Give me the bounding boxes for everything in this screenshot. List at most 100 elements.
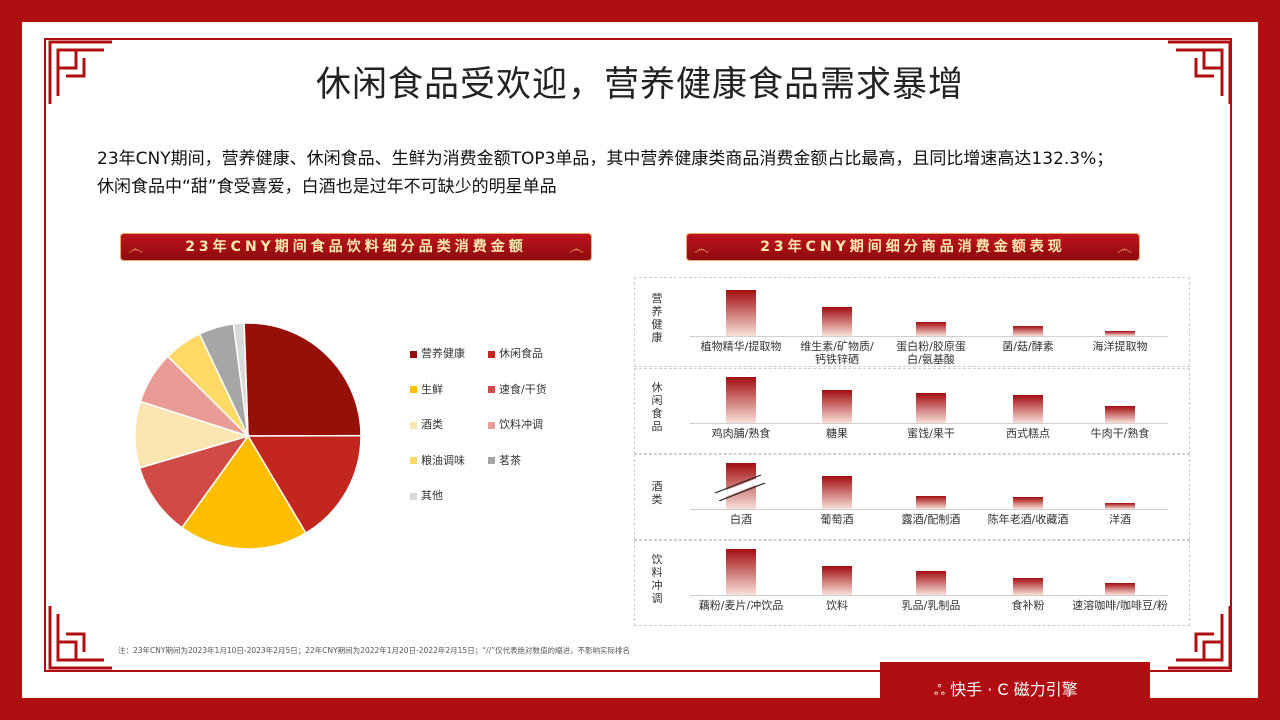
- panel-group-label: 营养健康: [651, 292, 663, 344]
- bar: [916, 392, 946, 423]
- bar-category-label: 食补粉: [1011, 599, 1045, 612]
- legend-swatch: [410, 457, 417, 464]
- panel-baseline: [690, 509, 1168, 510]
- kuaishou-logo-icon: ஃ: [934, 683, 945, 699]
- legend-label: 茗茶: [499, 453, 521, 467]
- bar: [822, 307, 852, 336]
- footnote: 注：23年CNY期间为2023年1月10日-2023年2月5日；22年CNY期间…: [118, 646, 631, 655]
- bar-category-label: 蜜饯/果干: [907, 427, 955, 440]
- swirl-ornament-icon: ෴: [694, 239, 710, 258]
- bar: [1105, 405, 1135, 423]
- legend-item: 生鲜: [410, 381, 443, 397]
- bar: [916, 496, 946, 509]
- bar: [726, 377, 756, 423]
- legend-item: 休闲食品: [488, 345, 543, 361]
- legend-swatch: [488, 386, 495, 393]
- corner-ornament-bottom-right: [1168, 606, 1232, 670]
- bar-category-label: 蛋白粉/胶原蛋白/氨基酸: [896, 340, 966, 366]
- bar: [1013, 325, 1043, 336]
- bar-category-label: 白酒: [730, 513, 752, 526]
- bar-category-label: 露酒/配制酒: [901, 513, 961, 526]
- bar: [822, 566, 852, 595]
- brand-kuaishou: 快手: [950, 680, 983, 699]
- legend-label: 其他: [421, 489, 443, 502]
- bar-category-label: 维生素/矿物质/钙铁锌硒: [800, 340, 874, 366]
- legend-label: 速食/干货: [499, 382, 547, 396]
- bar-category-label: 牛肉干/熟食: [1090, 427, 1150, 440]
- bar: [916, 571, 946, 595]
- bar: [822, 475, 852, 509]
- bar: [1105, 331, 1135, 336]
- corner-ornament-bottom-left: [48, 606, 112, 670]
- legend-swatch: [410, 421, 417, 429]
- bar-category-label: 乳品/乳制品: [901, 599, 961, 612]
- swirl-ornament-icon: ෴: [1116, 239, 1132, 258]
- pie-slice-4: [138, 434, 250, 529]
- pie-slice-9: [232, 322, 249, 437]
- bar-category-label: 饮料: [826, 599, 848, 612]
- bar: [726, 290, 756, 336]
- legend-item: 粮油调味: [410, 452, 465, 468]
- bar: [726, 549, 756, 595]
- pie-chart-title: 23年CNY期间食品饮料细分品类消费金额: [185, 239, 527, 255]
- bar-category-label: 鸡肉脯/熟食: [711, 427, 771, 440]
- cili-logo-icon: Ͼ: [997, 680, 1009, 699]
- legend-label: 休闲食品: [499, 347, 543, 360]
- legend-swatch: [410, 350, 417, 358]
- bar-panel-2: [634, 368, 1190, 454]
- legend-swatch: [488, 350, 495, 358]
- panel-baseline: [690, 336, 1168, 337]
- bar-chart-title: 23年CNY期间细分商品消费金额表现: [760, 239, 1066, 255]
- pie-slice-3: [180, 434, 307, 550]
- bar: [916, 322, 946, 336]
- panel-group-label: 饮料冲调: [651, 553, 663, 605]
- bar-panel-4: [634, 540, 1190, 626]
- legend-swatch: [410, 386, 417, 393]
- panel-group-label: 酒类: [651, 480, 663, 506]
- axis-break-icon: [714, 474, 766, 501]
- brand-separator: ·: [987, 680, 993, 699]
- legend-label: 饮料冲调: [499, 418, 543, 431]
- panel-baseline: [690, 423, 1168, 424]
- legend-swatch: [488, 421, 495, 429]
- bar: [1013, 578, 1043, 595]
- bar-category-label: 海洋提取物: [1092, 340, 1148, 353]
- legend-item: 酒类: [410, 416, 443, 432]
- bar-chart-title-ribbon: ෴ 23年CNY期间细分商品消费金额表现 ෴: [686, 233, 1140, 261]
- legend-item: 茗茶: [488, 452, 521, 468]
- legend-label: 酒类: [421, 418, 443, 431]
- bar-category-label: 陈年老酒/收藏酒: [987, 513, 1069, 526]
- bar-category-label: 洋酒: [1109, 513, 1131, 526]
- panel-group-label: 休闲食品: [651, 381, 663, 433]
- legend-item: 速食/干货: [488, 381, 547, 397]
- swirl-ornament-icon: ෴: [128, 239, 144, 258]
- legend-label: 生鲜: [421, 382, 443, 396]
- page-description: 23年CNY期间，营养健康、休闲食品、生鲜为消费金额TOP3单品，其中营养健康类…: [97, 145, 1207, 201]
- bar-category-label: 速溶咖啡/咖啡豆/粉: [1072, 599, 1168, 612]
- legend-item: 饮料冲调: [488, 416, 543, 432]
- bar: [1105, 502, 1135, 509]
- page-title: 休闲食品受欢迎，营养健康食品需求暴增: [315, 65, 964, 105]
- bar-category-label: 葡萄酒: [820, 513, 854, 526]
- bar-category-label: 藕粉/麦片/冲饮品: [698, 599, 784, 612]
- bar-panel-3: [634, 454, 1190, 540]
- legend-label: 营养健康: [421, 347, 465, 360]
- legend-item: 营养健康: [410, 345, 465, 361]
- bar-panel-1: [634, 277, 1190, 367]
- bar: [1105, 583, 1135, 595]
- brand-cili: 磁力引擎: [1013, 680, 1078, 699]
- pie-chart-title-ribbon: ෴ 23年CNY期间食品饮料细分品类消费金额 ෴: [120, 233, 592, 261]
- swirl-ornament-icon: ෴: [568, 239, 584, 258]
- legend-swatch: [410, 492, 417, 500]
- bar: [1013, 497, 1043, 509]
- description-line-2: 休闲食品中“甜”食受喜爱，白酒也是过年不可缺少的明星单品: [97, 177, 557, 197]
- bar: [1013, 395, 1043, 423]
- brand-logos: ஃ 快手 · Ͼ 磁力引擎: [934, 676, 1078, 701]
- pie-chart: [134, 322, 362, 550]
- corner-ornament-top-left: [48, 40, 112, 104]
- bar-category-label: 糖果: [826, 427, 848, 440]
- brand-bar: [880, 662, 1150, 698]
- pie-slice-2: [246, 434, 362, 535]
- corner-ornament-top-right: [1168, 40, 1232, 104]
- bar-category-label: 菌/菇/酵素: [1002, 340, 1054, 353]
